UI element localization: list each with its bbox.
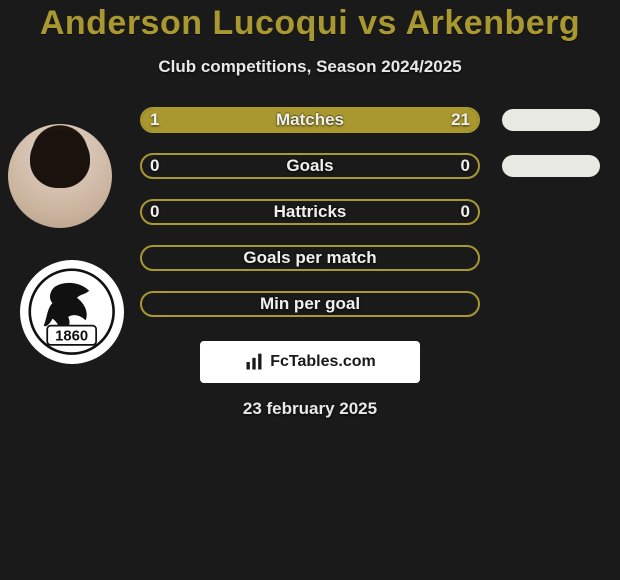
stat-chip xyxy=(502,155,600,177)
brand-badge[interactable]: FcTables.com xyxy=(200,341,420,383)
stat-row: Goals0 0 xyxy=(0,153,620,179)
stat-label: Hattricks xyxy=(142,201,478,223)
stat-bar: Goals xyxy=(140,153,480,179)
brand-text: FcTables.com xyxy=(270,353,376,371)
stat-label: Matches xyxy=(142,109,478,131)
comparison-card: Anderson Lucoqui vs Arkenberg Club compe… xyxy=(0,0,620,419)
club-badge-year: 1860 xyxy=(55,329,88,345)
stat-bar: Goals per match xyxy=(140,245,480,271)
snapshot-date: 23 february 2025 xyxy=(0,399,620,419)
stat-row: Min per goal xyxy=(0,291,620,317)
stat-row: Matches1 21 xyxy=(0,107,620,133)
stat-label: Min per goal xyxy=(142,293,478,315)
stat-label: Goals xyxy=(142,155,478,177)
stat-label: Goals per match xyxy=(142,247,478,269)
stat-value-right: 21 xyxy=(451,107,470,133)
stat-value-left: 1 xyxy=(150,107,159,133)
stat-bar: Matches xyxy=(140,107,480,133)
stat-value-right: 0 xyxy=(461,153,470,179)
stat-bar: Hattricks xyxy=(140,199,480,225)
stat-chip xyxy=(502,109,600,131)
stat-value-left: 0 xyxy=(150,153,159,179)
stat-value-left: 0 xyxy=(150,199,159,225)
page-title: Anderson Lucoqui vs Arkenberg xyxy=(0,4,620,43)
bar-chart-icon xyxy=(244,352,264,372)
page-subtitle: Club competitions, Season 2024/2025 xyxy=(0,57,620,77)
stat-bar: Min per goal xyxy=(140,291,480,317)
stat-value-right: 0 xyxy=(461,199,470,225)
stat-row: Goals per match xyxy=(0,245,620,271)
stat-row: Hattricks0 0 xyxy=(0,199,620,225)
